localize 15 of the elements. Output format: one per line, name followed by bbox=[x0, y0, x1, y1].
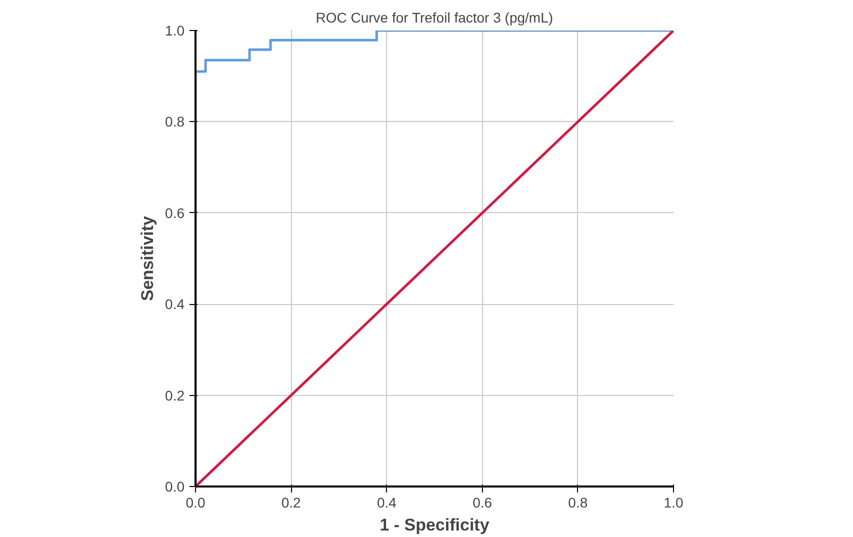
y-tick-label: 1.0 bbox=[165, 22, 185, 38]
y-tick-label: 0.2 bbox=[165, 387, 185, 404]
x-tick-label: 0.6 bbox=[472, 494, 492, 510]
y-tick-label: 0.6 bbox=[165, 204, 185, 221]
x-axis-title: 1 - Specificity bbox=[380, 516, 490, 534]
x-tick-label: 0.8 bbox=[568, 494, 588, 510]
x-tick-label: 0.4 bbox=[376, 494, 397, 510]
y-tick-label: 0.0 bbox=[165, 478, 185, 494]
x-tick-label: 0.0 bbox=[186, 494, 206, 510]
y-axis-title: Sensitivity bbox=[138, 215, 158, 302]
y-tick-label: 0.4 bbox=[165, 296, 185, 312]
y-tick-label: 0.8 bbox=[165, 114, 185, 130]
x-tick-label: 1.0 bbox=[664, 494, 684, 510]
x-tick-label: 0.2 bbox=[281, 494, 302, 510]
chart-title: ROC Curve for Trefoil factor 3 (pg/mL) bbox=[316, 10, 554, 26]
